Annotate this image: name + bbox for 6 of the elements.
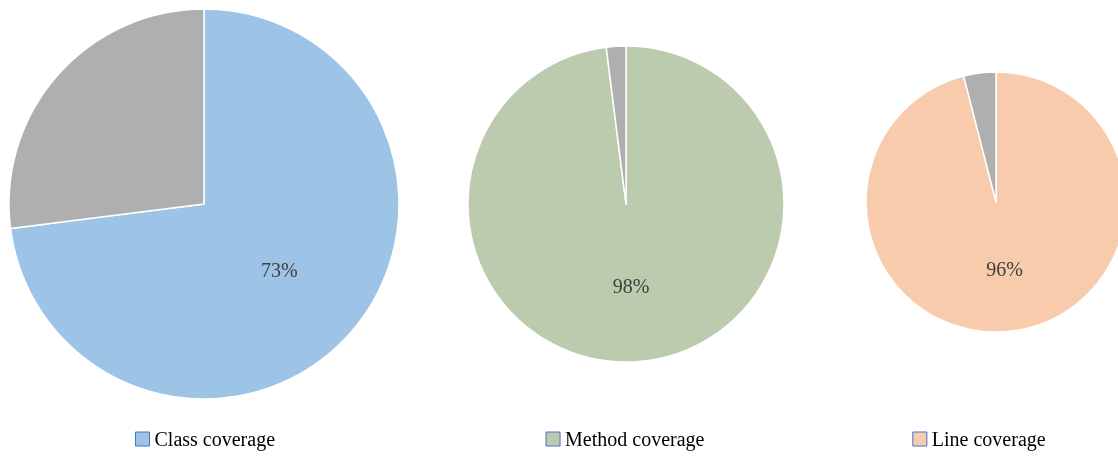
legend-label: Line coverage [931,428,1046,451]
data-label: 98% [612,274,650,297]
legend-label: Class coverage [154,428,276,451]
data-label: 96% [986,258,1023,281]
data-label: 73% [261,259,298,282]
legend-label: Method coverage [565,428,705,451]
